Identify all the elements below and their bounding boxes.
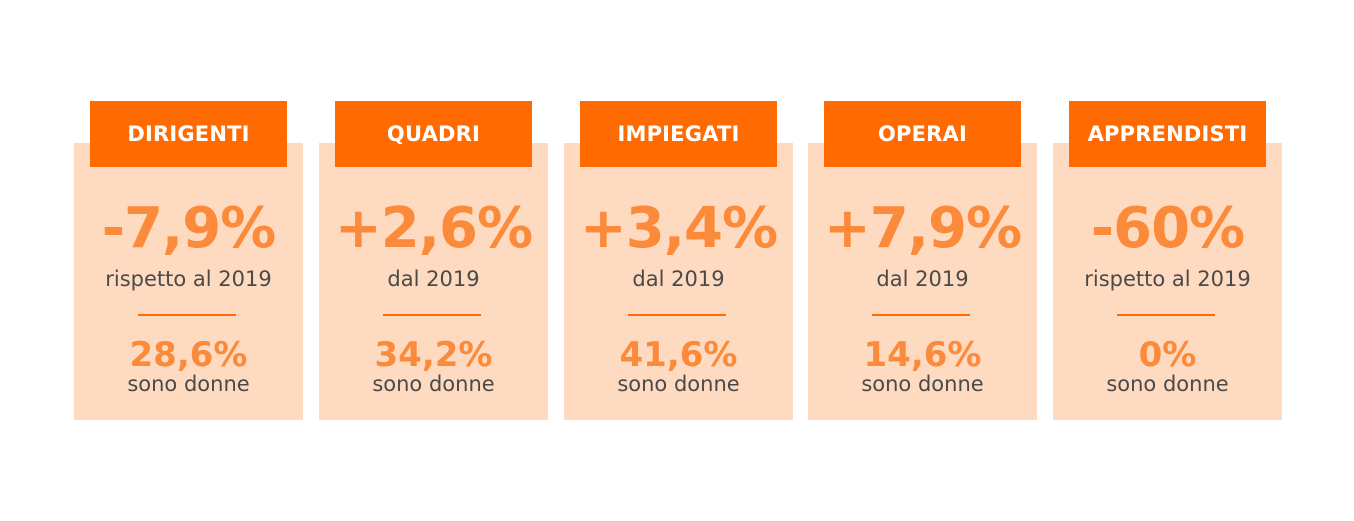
card-divider xyxy=(628,314,726,316)
card-change-reference: dal 2019 xyxy=(876,267,969,291)
card-title: DIRIGENTI xyxy=(90,101,287,167)
card-dirigenti: DIRIGENTI -7,9% rispetto al 2019 28,6% s… xyxy=(74,101,303,420)
card-women-percentage: 34,2% xyxy=(374,335,493,375)
card-women-label: sono donne xyxy=(861,372,984,396)
card-women-percentage: 14,6% xyxy=(863,335,982,375)
card-women-label: sono donne xyxy=(127,372,250,396)
card-divider xyxy=(383,314,481,316)
card-change-value: -60% xyxy=(1090,196,1245,261)
card-women-percentage: 0% xyxy=(1138,335,1197,375)
category-cards: DIRIGENTI -7,9% rispetto al 2019 28,6% s… xyxy=(74,101,1282,420)
card-change-value: -7,9% xyxy=(101,196,277,261)
card-change-reference: dal 2019 xyxy=(387,267,480,291)
card-operai: OPERAI +7,9% dal 2019 14,6% sono donne xyxy=(808,101,1037,420)
card-title: IMPIEGATI xyxy=(580,101,777,167)
card-women-label: sono donne xyxy=(372,372,495,396)
card-divider xyxy=(872,314,970,316)
card-title: QUADRI xyxy=(335,101,532,167)
card-change-value: +2,6% xyxy=(334,196,533,261)
card-women-percentage: 28,6% xyxy=(129,335,248,375)
card-apprendisti: APPRENDISTI -60% rispetto al 2019 0% son… xyxy=(1053,101,1282,420)
card-divider xyxy=(138,314,236,316)
card-women-percentage: 41,6% xyxy=(619,335,738,375)
card-change-reference: rispetto al 2019 xyxy=(105,267,272,291)
card-background xyxy=(1053,143,1282,420)
card-background xyxy=(564,143,793,420)
card-divider xyxy=(1117,314,1215,316)
card-change-value: +7,9% xyxy=(823,196,1022,261)
card-impiegati: IMPIEGATI +3,4% dal 2019 41,6% sono donn… xyxy=(564,101,793,420)
card-background xyxy=(808,143,1037,420)
card-women-label: sono donne xyxy=(1106,372,1229,396)
card-quadri: QUADRI +2,6% dal 2019 34,2% sono donne xyxy=(319,101,548,420)
card-change-reference: rispetto al 2019 xyxy=(1084,267,1251,291)
card-title: OPERAI xyxy=(824,101,1021,167)
card-change-value: +3,4% xyxy=(579,196,778,261)
card-women-label: sono donne xyxy=(617,372,740,396)
card-background xyxy=(74,143,303,420)
card-title: APPRENDISTI xyxy=(1069,101,1266,167)
card-change-reference: dal 2019 xyxy=(632,267,725,291)
card-background xyxy=(319,143,548,420)
